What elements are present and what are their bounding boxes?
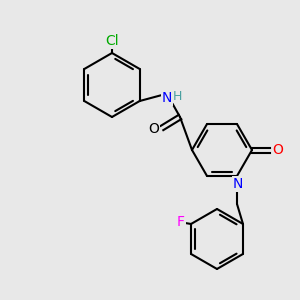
Text: F: F [177, 215, 185, 229]
Text: N: N [162, 91, 172, 105]
Text: Cl: Cl [105, 34, 119, 48]
Text: O: O [273, 143, 283, 157]
Text: H: H [172, 89, 182, 103]
Text: O: O [148, 122, 159, 136]
Text: N: N [233, 177, 243, 191]
